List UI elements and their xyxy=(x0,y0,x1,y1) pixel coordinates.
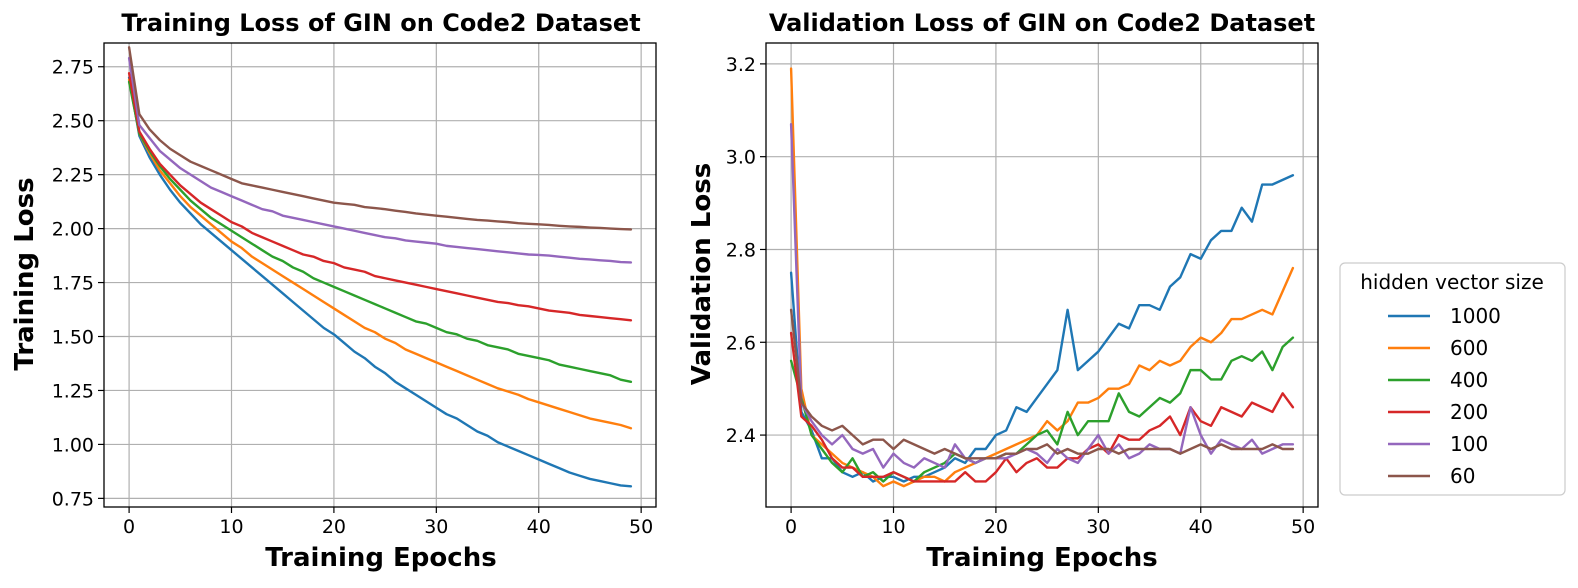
x-axis-label: Training Epochs xyxy=(265,543,496,573)
series-line-100 xyxy=(127,56,633,264)
legend-label: 600 xyxy=(1450,336,1488,360)
x-tick-label: 40 xyxy=(527,516,551,538)
chart-title: Training Loss of GIN on Code2 Dataset xyxy=(121,9,640,37)
legend: hidden vector size 1000 600 400 200 100 60 xyxy=(1339,262,1566,496)
axes-frame xyxy=(103,42,657,508)
series-line-60 xyxy=(789,308,1295,460)
x-tick-label: 20 xyxy=(322,516,346,538)
grid xyxy=(766,43,1318,507)
legend-title: hidden vector size xyxy=(1360,270,1544,294)
series-line-400 xyxy=(789,336,1295,483)
ticks: 0 10 20 30 40 50 2.4 2.6 2.8 3.0 3.2 xyxy=(726,54,1315,538)
series-line-200 xyxy=(127,72,633,322)
y-tick-label: 3.2 xyxy=(726,54,756,76)
x-tick-label: 20 xyxy=(984,516,1008,538)
legend-item-60: 60 xyxy=(1388,464,1475,488)
y-tick-label: 2.50 xyxy=(52,111,94,133)
x-tick-label: 0 xyxy=(785,516,797,538)
y-tick-label: 3.0 xyxy=(726,147,756,169)
y-tick-label: 1.50 xyxy=(52,327,94,349)
x-tick-label: 10 xyxy=(881,516,905,538)
legend-label: 60 xyxy=(1450,464,1475,488)
y-tick-label: 2.25 xyxy=(52,165,94,187)
y-tick-label: 1.25 xyxy=(52,380,94,402)
series-line-1000 xyxy=(127,76,633,488)
axes-frame xyxy=(765,42,1319,508)
series-line-100 xyxy=(789,122,1295,469)
y-axis-label: Validation Loss xyxy=(687,163,717,385)
series-line-60 xyxy=(127,46,633,231)
x-tick-label: 10 xyxy=(219,516,243,538)
y-tick-label: 1.75 xyxy=(52,273,94,295)
series-line-600 xyxy=(789,67,1295,488)
series-line-400 xyxy=(127,80,633,384)
chart-title: Validation Loss of GIN on Code2 Dataset xyxy=(769,9,1315,37)
series-line-200 xyxy=(789,331,1295,483)
legend-item-600: 600 xyxy=(1388,336,1488,360)
y-tick-label: 2.8 xyxy=(726,239,756,261)
series-group xyxy=(789,67,1295,488)
training-loss-chart: Training Loss of GIN on Code2 Dataset 0 1… xyxy=(10,9,657,573)
x-tick-label: 50 xyxy=(1291,516,1315,538)
legend-item-400: 400 xyxy=(1388,368,1488,392)
legend-item-1000: 1000 xyxy=(1388,304,1501,328)
grid xyxy=(104,43,656,507)
y-tick-label: 1.00 xyxy=(52,434,94,456)
legend-label: 400 xyxy=(1450,368,1488,392)
legend-item-200: 200 xyxy=(1388,400,1488,424)
series-line-1000 xyxy=(789,174,1295,483)
y-tick-label: 2.00 xyxy=(52,219,94,241)
legend-box xyxy=(1339,262,1566,496)
legend-item-100: 100 xyxy=(1388,432,1488,456)
y-axis-label: Training Loss xyxy=(10,177,40,370)
x-tick-label: 50 xyxy=(629,516,653,538)
validation-loss-chart: Validation Loss of GIN on Code2 Dataset … xyxy=(687,9,1319,573)
x-tick-label: 40 xyxy=(1189,516,1213,538)
ticks: 0 10 20 30 40 50 0.75 1.00 1.25 1.50 1.75 2.00 2.25 2… xyxy=(52,57,654,538)
y-tick-label: 2.6 xyxy=(726,332,756,354)
y-tick-label: 2.4 xyxy=(726,425,756,447)
series-group xyxy=(127,46,633,488)
legend-label: 100 xyxy=(1450,432,1488,456)
legend-label: 1000 xyxy=(1450,304,1501,328)
x-axis-label: Training Epochs xyxy=(926,543,1157,573)
legend-entries: 1000 600 400 200 100 60 xyxy=(1388,304,1501,488)
legend-label: 200 xyxy=(1450,400,1488,424)
y-tick-label: 0.75 xyxy=(52,488,94,510)
x-tick-label: 0 xyxy=(123,516,135,538)
y-tick-label: 2.75 xyxy=(52,57,94,79)
x-tick-label: 30 xyxy=(1086,516,1110,538)
series-line-600 xyxy=(127,78,633,430)
x-tick-label: 30 xyxy=(424,516,448,538)
